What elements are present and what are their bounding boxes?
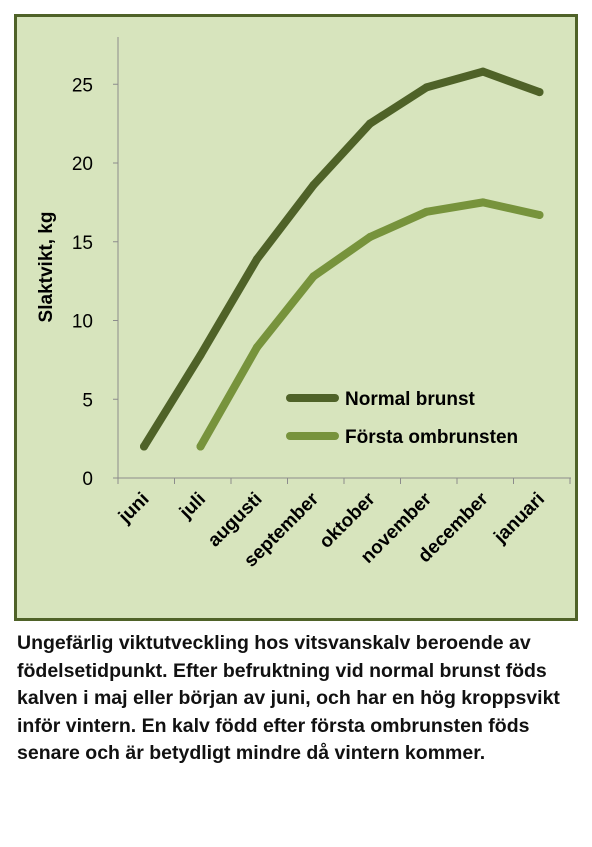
data-point-s1-oktober bbox=[366, 119, 374, 128]
data-point-s2-september bbox=[309, 272, 318, 281]
data-point-s2-juli bbox=[196, 442, 205, 451]
series-line-1 bbox=[140, 67, 544, 451]
data-point-s1-september bbox=[309, 181, 318, 190]
y-tick-label: 0 bbox=[82, 469, 93, 490]
data-point-s2-augusti bbox=[253, 343, 261, 352]
data-point-s1-januari bbox=[535, 88, 544, 97]
data-point-s2-oktober bbox=[366, 233, 374, 242]
legend-label-2: Första ombrunsten bbox=[345, 427, 518, 448]
data-point-s2-januari bbox=[535, 210, 544, 219]
data-point-s1-augusti bbox=[253, 255, 261, 264]
data-point-s1-juni bbox=[140, 442, 148, 451]
y-axis-title: Slaktvikt, kg bbox=[36, 212, 57, 323]
chart-frame bbox=[14, 14, 578, 621]
data-point-s1-juli bbox=[196, 351, 205, 360]
data-point-s1-december bbox=[479, 67, 487, 76]
data-point-s2-december bbox=[479, 198, 487, 207]
x-tick-label-januari: januari bbox=[489, 489, 549, 549]
x-tick-label-juni: juni bbox=[114, 489, 153, 528]
y-tick-label: 15 bbox=[72, 233, 93, 254]
y-tick-label: 20 bbox=[72, 154, 93, 175]
y-tick-label: 5 bbox=[82, 390, 93, 411]
x-tick-label-juli: juli bbox=[175, 489, 210, 524]
legend-label-1: Normal brunst bbox=[345, 389, 476, 410]
figure-caption: Ungefärlig viktutveckling hos vitsvanska… bbox=[17, 632, 560, 764]
y-tick-label: 25 bbox=[72, 75, 93, 96]
data-point-s2-november bbox=[422, 207, 431, 216]
data-point-s1-november bbox=[422, 83, 431, 92]
y-tick-label: 10 bbox=[72, 312, 93, 333]
